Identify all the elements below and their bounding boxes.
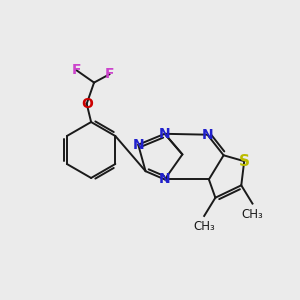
Text: S: S — [239, 154, 250, 169]
Text: N: N — [202, 128, 213, 142]
Text: N: N — [132, 138, 144, 152]
Text: F: F — [105, 67, 114, 81]
Text: F: F — [72, 63, 81, 77]
Text: N: N — [159, 172, 170, 186]
Text: O: O — [81, 97, 93, 111]
Text: CH₃: CH₃ — [242, 208, 263, 221]
Text: N: N — [159, 127, 170, 141]
Text: CH₃: CH₃ — [193, 220, 215, 233]
